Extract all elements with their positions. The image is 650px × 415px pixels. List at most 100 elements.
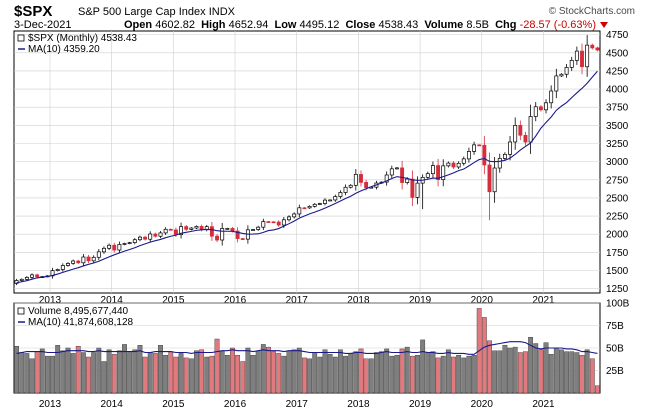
candle-body	[523, 134, 528, 143]
volume-bar	[70, 353, 76, 394]
candle-body	[215, 235, 219, 241]
candle-body	[276, 221, 281, 226]
volume-bar	[111, 354, 117, 394]
candle-body	[338, 192, 343, 197]
volume-bar	[106, 349, 112, 394]
volume-bar	[245, 347, 251, 394]
volume-bar	[204, 356, 210, 394]
price-tick-label: 1500	[606, 266, 629, 277]
volume-bar	[86, 356, 91, 394]
volume-bar	[209, 355, 215, 394]
candle-body	[112, 244, 117, 251]
candle-body	[441, 165, 446, 180]
candle-body	[585, 44, 590, 68]
price-tick-label: 1750	[606, 248, 629, 259]
volume-bar	[101, 361, 107, 394]
volume-bar	[595, 385, 600, 394]
volume-bar	[533, 343, 539, 394]
volume-bar	[137, 345, 143, 394]
volume-bar	[178, 353, 184, 394]
candle-body	[287, 216, 291, 221]
volume-bar	[142, 356, 148, 394]
volume-bar	[163, 355, 169, 394]
volume-bar	[481, 317, 487, 394]
volume-bar	[281, 355, 287, 394]
volume-bar	[379, 351, 384, 394]
candle-body	[66, 263, 70, 266]
volume-bar	[425, 352, 431, 394]
candle-body	[502, 154, 507, 159]
volume-bar	[389, 355, 395, 394]
volume-bar	[528, 337, 534, 394]
volume-x-tick-label: 2014	[101, 399, 124, 410]
price-x-tick-label: 2021	[532, 295, 555, 306]
candle-body	[533, 106, 538, 117]
candle-body	[564, 67, 569, 75]
close-value: 4538.43	[378, 19, 419, 31]
candle-body	[271, 221, 276, 224]
volume-x-tick-label: 2013	[39, 399, 62, 410]
volume-x-tick-label: 2017	[286, 399, 309, 410]
candle-body	[353, 174, 358, 186]
candle-body	[389, 168, 394, 176]
volume-bar	[194, 350, 199, 394]
volume-bar	[266, 346, 271, 394]
volume-bar	[553, 347, 559, 394]
volume-bar	[343, 355, 348, 394]
candle-body	[60, 265, 65, 270]
candle-body	[184, 226, 189, 230]
volume-bar	[173, 356, 179, 394]
price-x-tick-label: 2019	[409, 295, 432, 306]
volume-bar	[127, 352, 133, 394]
candle-body	[189, 227, 194, 230]
volume-bar	[19, 352, 25, 394]
volume-bar	[188, 358, 194, 394]
volume-bar	[487, 340, 492, 394]
volume-bar	[230, 347, 235, 394]
chart-header: $SPX S&P 500 Large Cap Index INDX © Stoc…	[14, 2, 639, 31]
price-legend-label: $SPX (Monthly) 4538.43	[28, 33, 137, 44]
candle-body	[137, 236, 142, 241]
volume-bar	[543, 342, 549, 394]
volume-bar	[574, 352, 580, 394]
candle-body	[518, 124, 523, 136]
price-tick-label: 2500	[606, 193, 629, 204]
candle-body	[430, 165, 435, 175]
candle-body	[117, 244, 122, 251]
price-tick-label: 4250	[606, 66, 629, 77]
volume-bar	[271, 351, 276, 394]
candle-body	[256, 226, 261, 230]
candle-body	[446, 162, 451, 167]
volume-bar	[224, 355, 230, 394]
volume-x-tick-label: 2018	[347, 399, 370, 410]
candle-body	[415, 182, 420, 198]
volume-bar	[471, 355, 477, 394]
price-x-tick-label: 2014	[101, 295, 124, 306]
candle-body	[400, 167, 405, 183]
volume-bar	[317, 356, 323, 394]
candle-body	[451, 162, 456, 168]
volume-bar	[152, 353, 158, 394]
volume-ma-line	[16, 341, 598, 355]
volume-bar	[415, 355, 420, 394]
volume-bar	[420, 339, 426, 394]
volume-bar	[492, 350, 498, 394]
candle-body	[477, 144, 482, 147]
volume-bar	[147, 352, 153, 394]
volume-bar	[430, 351, 436, 394]
quote-date: 3-Dec-2021	[14, 19, 72, 31]
volume-bar	[132, 349, 138, 394]
volume-tick-label: 100B	[606, 299, 630, 310]
volume-bar	[512, 346, 518, 394]
candle-body	[209, 226, 214, 237]
volume-bar	[461, 357, 467, 394]
ticker-symbol: $SPX	[14, 3, 53, 20]
candle-body	[328, 199, 333, 202]
index-full-name: S&P 500 Large Cap Index	[78, 6, 206, 18]
volume-bar	[445, 349, 451, 394]
candle-body	[580, 50, 584, 68]
candle-body	[240, 238, 245, 240]
candle-body	[549, 90, 554, 104]
volume-bar	[440, 355, 446, 394]
volume-bar	[373, 352, 379, 394]
